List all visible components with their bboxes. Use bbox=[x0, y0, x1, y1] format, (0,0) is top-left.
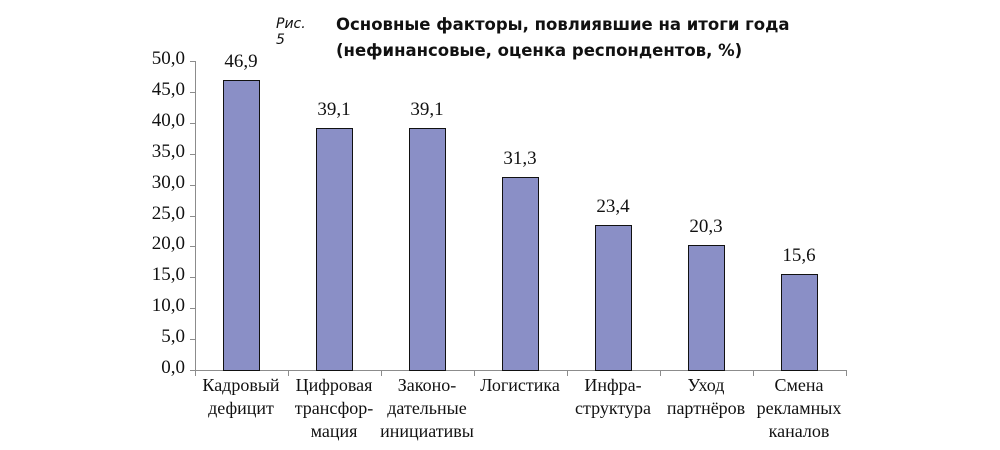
y-tick bbox=[190, 216, 195, 217]
bar-6 bbox=[688, 245, 725, 371]
bar-1 bbox=[223, 80, 260, 371]
x-category-label: Логистика bbox=[480, 375, 560, 395]
x-tick bbox=[753, 370, 754, 376]
bar-4 bbox=[502, 177, 539, 371]
x-tick bbox=[195, 370, 196, 376]
x-tick bbox=[660, 370, 661, 376]
chart-title-line-1: Основные факторы, повлиявшие на итоги го… bbox=[336, 15, 790, 34]
bar-value-label: 39,1 bbox=[317, 99, 351, 120]
figure-label: Рис. 5 bbox=[276, 16, 306, 48]
y-tick-label: 15,0 bbox=[151, 264, 185, 285]
y-tick-label: 50,0 bbox=[151, 48, 185, 69]
x-tick bbox=[567, 370, 568, 376]
y-tick-label: 0,0 bbox=[161, 357, 185, 378]
x-category-label: Инфра- структура bbox=[575, 375, 651, 418]
x-tick bbox=[846, 370, 847, 376]
x-category-label: Законо- дательные инициативы bbox=[380, 375, 474, 441]
y-tick bbox=[190, 185, 195, 186]
x-category-label: Уход партнёров bbox=[666, 375, 746, 418]
chart-title: Основные факторы, повлиявшие на итоги го… bbox=[336, 12, 790, 64]
y-tick bbox=[190, 308, 195, 309]
bar-value-label: 23,4 bbox=[596, 196, 630, 217]
y-tick-label: 25,0 bbox=[151, 203, 185, 224]
y-axis-line bbox=[195, 61, 196, 371]
y-tick bbox=[190, 370, 195, 371]
y-tick-label: 35,0 bbox=[151, 141, 185, 162]
bar-7 bbox=[781, 274, 818, 371]
y-tick-label: 45,0 bbox=[151, 79, 185, 100]
bar-value-label: 46,9 bbox=[224, 51, 258, 72]
x-tick bbox=[288, 370, 289, 376]
bar-2 bbox=[316, 128, 353, 371]
y-tick-label: 20,0 bbox=[151, 233, 185, 254]
x-category-label: Смена рекламных каналов bbox=[756, 375, 842, 441]
bar-value-label: 15,6 bbox=[782, 245, 816, 266]
bar-5 bbox=[595, 225, 632, 371]
bar-value-label: 20,3 bbox=[689, 216, 723, 237]
y-tick bbox=[190, 277, 195, 278]
x-category-label: Цифровая трансфор- мация bbox=[294, 375, 374, 441]
y-tick bbox=[190, 61, 195, 62]
y-tick bbox=[190, 154, 195, 155]
bar-value-label: 39,1 bbox=[410, 99, 444, 120]
y-tick-label: 30,0 bbox=[151, 172, 185, 193]
x-category-label: Кадровый дефицит bbox=[202, 375, 280, 418]
chart-title-line-2: (нефинансовые, оценка респондентов, %) bbox=[336, 41, 743, 60]
y-tick bbox=[190, 123, 195, 124]
y-tick bbox=[190, 246, 195, 247]
x-tick bbox=[474, 370, 475, 376]
y-tick-label: 10,0 bbox=[151, 295, 185, 316]
x-tick bbox=[381, 370, 382, 376]
bar-value-label: 31,3 bbox=[503, 148, 537, 169]
y-tick-label: 40,0 bbox=[151, 110, 185, 131]
bar-3 bbox=[409, 128, 446, 371]
y-tick-label: 5,0 bbox=[161, 326, 185, 347]
y-tick bbox=[190, 92, 195, 93]
y-tick bbox=[190, 339, 195, 340]
